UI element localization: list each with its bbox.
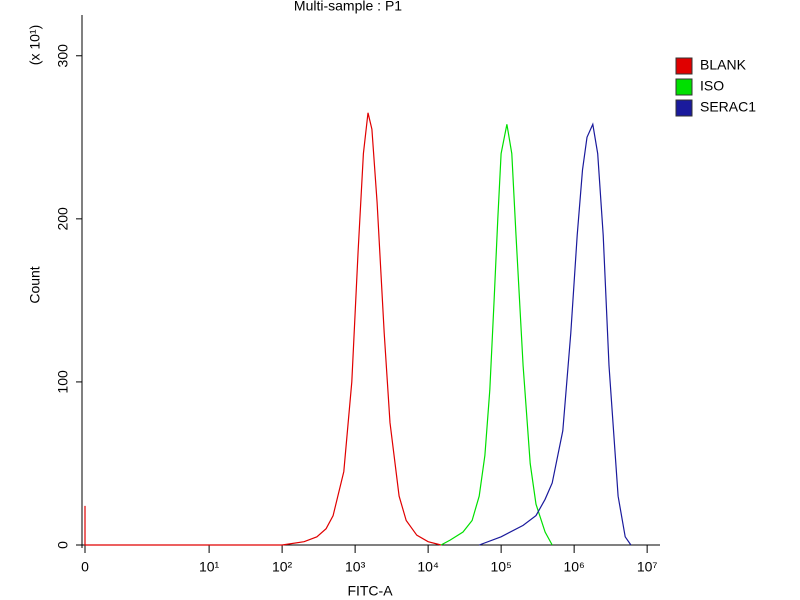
legend-swatch xyxy=(675,57,693,75)
chart-title: Multi-sample : P1 xyxy=(294,0,402,14)
x-tick-label: 10⁴ xyxy=(417,559,439,575)
x-tick-label: 0 xyxy=(81,559,89,575)
legend-label: ISO xyxy=(700,78,724,94)
histogram-line xyxy=(84,112,442,546)
legend-label: BLANK xyxy=(700,57,747,73)
y-tick-label: 0 xyxy=(55,541,71,549)
y-multiplier: (x 10¹) xyxy=(27,25,43,65)
y-tick-label: 100 xyxy=(55,370,71,394)
y-tick-label: 300 xyxy=(55,44,71,68)
histogram-line xyxy=(478,122,632,546)
x-tick-label: 10² xyxy=(272,559,293,575)
y-axis-label: Count xyxy=(27,266,43,303)
x-tick-label: 10¹ xyxy=(199,559,220,575)
x-tick-label: 10⁶ xyxy=(563,559,584,575)
y-tick-label: 200 xyxy=(55,207,71,231)
x-tick-label: 10⁵ xyxy=(490,559,511,575)
x-tick-label: 10³ xyxy=(345,559,366,575)
x-axis-label: FITC-A xyxy=(347,583,393,599)
legend-swatch xyxy=(675,78,693,96)
histogram-line xyxy=(440,124,553,546)
legend-label: SERAC1 xyxy=(700,99,756,115)
legend-swatch xyxy=(675,99,693,117)
x-tick-label: 10⁷ xyxy=(637,559,658,575)
